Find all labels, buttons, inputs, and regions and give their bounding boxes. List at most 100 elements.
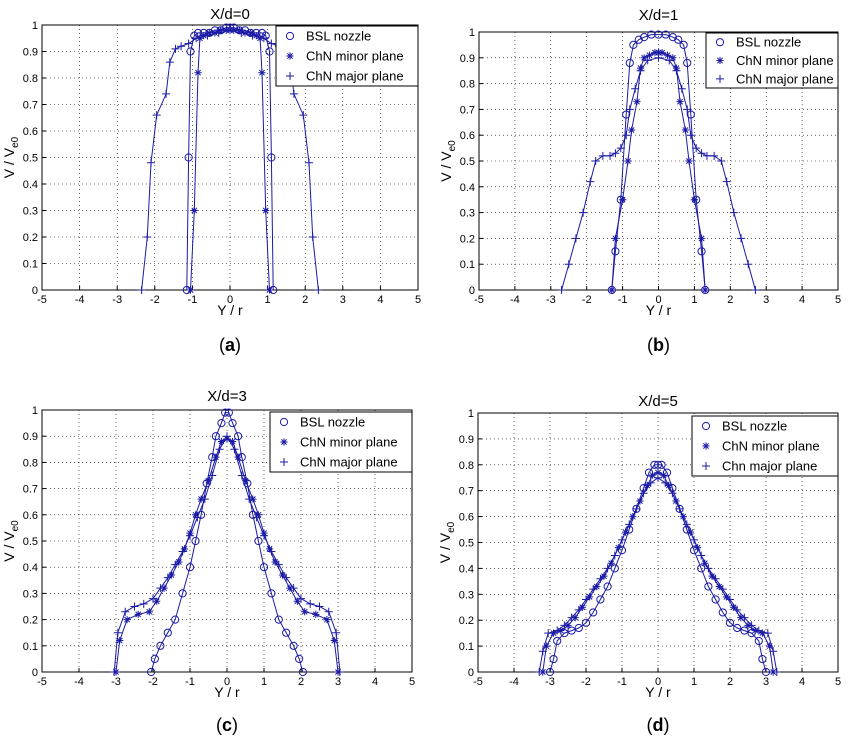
data-point-plus [622, 131, 631, 140]
legend-marker-plus [702, 462, 710, 470]
y-tick-label: 0 [469, 285, 475, 297]
data-point-plus [591, 157, 600, 165]
panel-caption: (b) [647, 335, 670, 355]
y-axis-label-subscript: e0 [446, 521, 457, 533]
y-tick-label: 0.4 [460, 182, 475, 194]
data-point-plus [654, 53, 663, 62]
x-tick-label: -3 [111, 676, 121, 688]
data-point-plus [171, 560, 180, 569]
series-line [542, 472, 774, 673]
data-point-plus [324, 607, 333, 616]
y-axis-label: V / Ve0 [438, 140, 458, 182]
data-point-asterisk [330, 636, 338, 645]
legend-marker-circle [279, 417, 289, 427]
data-point-plus [710, 151, 719, 160]
x-tick-label: 2 [727, 676, 733, 688]
data-point-asterisk [153, 597, 161, 605]
y-tick-label: 0.4 [459, 563, 474, 575]
data-point-asterisk [167, 571, 176, 579]
data-point-circle [267, 153, 276, 162]
data-point-plus [267, 547, 276, 556]
data-point-circle [733, 623, 742, 633]
panel-caption: (c) [216, 715, 238, 735]
chart-title: X/d=0 [210, 6, 250, 23]
x-tick-label: 4 [372, 676, 378, 688]
legend-label: ChN major plane [306, 69, 404, 84]
y-tick-label: 1 [32, 20, 38, 32]
data-point-asterisk [600, 572, 608, 580]
data-point-plus [744, 260, 753, 269]
data-point-circle [221, 408, 230, 417]
data-point-plus [289, 89, 298, 98]
data-point-circle [657, 460, 666, 469]
legend-label: BSL nozzle [722, 419, 787, 434]
data-point-asterisk [145, 608, 153, 616]
data-point-asterisk [681, 126, 690, 134]
data-point-plus [625, 105, 634, 114]
data-point-plus [690, 535, 698, 544]
y-tick-label: 0 [32, 285, 38, 297]
data-point-circle [629, 40, 638, 50]
data-point-asterisk [663, 51, 672, 59]
data-point-asterisk [194, 69, 202, 77]
y-tick-label: 0.2 [459, 615, 474, 627]
data-point-asterisk [645, 51, 654, 59]
data-point-circle [282, 628, 291, 637]
data-point-plus [163, 573, 172, 582]
panel-caption: (a) [219, 335, 241, 355]
data-point-asterisk [217, 437, 226, 446]
data-point-asterisk [323, 616, 331, 624]
y-tick-label: 0.1 [459, 641, 474, 653]
legend-marker-asterisk [286, 52, 294, 60]
data-point-asterisk [730, 603, 738, 611]
x-tick-label: 5 [835, 676, 841, 688]
series-plus [137, 26, 323, 294]
data-point-asterisk [212, 453, 220, 461]
legend-box [691, 415, 839, 477]
data-point-asterisk [235, 26, 243, 34]
data-point-circle [589, 608, 598, 617]
y-axis-label: V / Ve0 [1, 520, 21, 562]
y-tick-label: 0.3 [459, 589, 474, 601]
legend: BSL nozzle ChN minor plane ChN major plane [275, 25, 419, 87]
data-point-plus [718, 585, 727, 594]
data-point-plus [675, 504, 684, 513]
data-point-asterisk [278, 571, 287, 579]
data-point-plus [289, 584, 298, 593]
data-point-plus [259, 34, 268, 43]
data-point-circle [679, 40, 688, 50]
data-point-circle [289, 641, 298, 650]
legend-label: BSL nozzle [300, 415, 365, 430]
data-point-circle [718, 608, 727, 617]
y-axis-label: V / Ve0 [437, 521, 457, 563]
legend: BSL nozzle ChN minor plane ChN major plane [269, 411, 413, 473]
data-point-plus [252, 513, 261, 522]
legend-marker-plus [280, 458, 288, 466]
data-point-plus [692, 144, 701, 153]
data-point-plus [535, 668, 544, 676]
data-point-circle [191, 536, 200, 546]
data-point-plus [733, 605, 742, 614]
data-point-circle [274, 615, 283, 624]
data-point-plus [754, 626, 763, 635]
x-tick-label: 4 [799, 294, 805, 306]
data-point-plus [571, 234, 580, 243]
data-point-plus [315, 602, 324, 611]
x-tick-label: 3 [763, 294, 769, 306]
data-point-plus [152, 111, 161, 120]
data-point-plus [682, 520, 691, 529]
x-axis-label: Y / r [214, 684, 240, 700]
data-point-plus [335, 668, 344, 676]
x-tick-label: 0 [655, 294, 661, 306]
data-point-plus [625, 520, 634, 529]
data-point-asterisk [586, 593, 594, 601]
x-tick-label: 3 [763, 676, 769, 688]
data-point-plus [560, 621, 569, 630]
data-point-asterisk [627, 126, 636, 134]
data-point-plus [729, 208, 738, 217]
legend-label: ChN minor plane [300, 435, 398, 450]
data-point-plus [297, 594, 305, 603]
data-point-plus [636, 66, 645, 75]
data-point-asterisk [265, 286, 274, 294]
data-point-asterisk [758, 629, 766, 637]
